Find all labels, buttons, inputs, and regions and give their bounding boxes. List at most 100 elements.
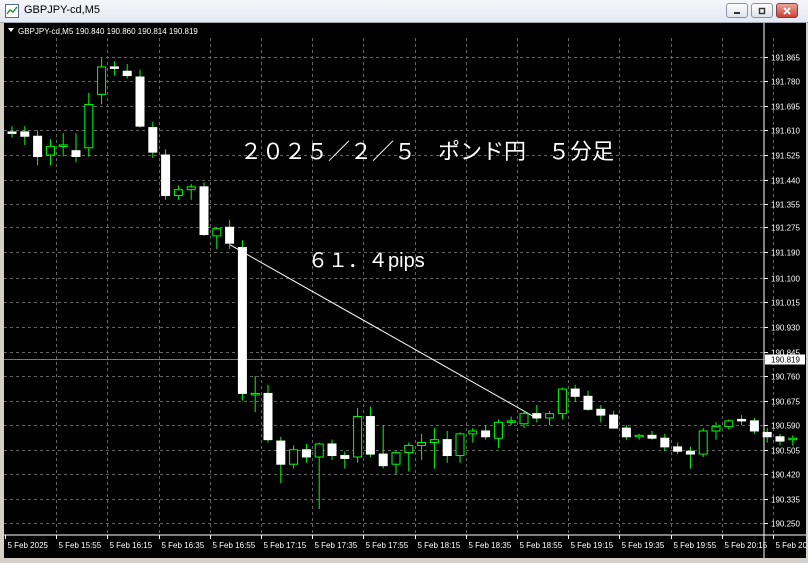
candle-body bbox=[340, 455, 350, 459]
candle[interactable] bbox=[186, 183, 196, 200]
candlestick-chart[interactable]: 191.865 191.780 191.695 191.610 191.525 191.4… bbox=[4, 23, 808, 558]
candle[interactable] bbox=[711, 422, 721, 440]
candle[interactable] bbox=[545, 410, 555, 426]
candle-body bbox=[391, 452, 401, 465]
candle[interactable] bbox=[506, 416, 516, 426]
candle[interactable] bbox=[7, 126, 17, 138]
candle[interactable] bbox=[353, 407, 363, 463]
candle[interactable] bbox=[173, 185, 183, 200]
candle[interactable] bbox=[442, 430, 452, 463]
candle-body bbox=[724, 420, 734, 428]
candle[interactable] bbox=[199, 182, 209, 236]
candle[interactable] bbox=[109, 61, 119, 76]
candle-body bbox=[660, 437, 670, 448]
candle[interactable] bbox=[583, 390, 593, 411]
candle[interactable] bbox=[45, 139, 55, 166]
candle[interactable] bbox=[481, 425, 491, 440]
price-label: 191.695 bbox=[771, 103, 800, 112]
candle[interactable] bbox=[391, 451, 401, 475]
candle[interactable] bbox=[493, 419, 503, 449]
candle[interactable] bbox=[33, 130, 43, 166]
candle-body bbox=[148, 127, 158, 153]
candle-body bbox=[250, 392, 260, 396]
candle-body bbox=[621, 427, 631, 438]
candle[interactable] bbox=[468, 428, 478, 443]
candle-body bbox=[596, 408, 606, 416]
close-button[interactable] bbox=[776, 3, 798, 18]
price-label: 190.250 bbox=[771, 520, 800, 529]
candle[interactable] bbox=[225, 220, 235, 249]
candle[interactable] bbox=[698, 428, 708, 457]
candle[interactable] bbox=[788, 435, 798, 446]
candle[interactable] bbox=[327, 439, 337, 460]
candle[interactable] bbox=[340, 451, 350, 469]
candle[interactable] bbox=[634, 433, 644, 440]
candle[interactable] bbox=[532, 404, 542, 423]
time-label: 5 Feb 19:35 bbox=[622, 541, 665, 550]
candle[interactable] bbox=[609, 410, 619, 429]
candle[interactable] bbox=[122, 64, 132, 79]
price-label: 190.760 bbox=[771, 373, 800, 382]
candle[interactable] bbox=[301, 443, 311, 463]
candle[interactable] bbox=[429, 428, 439, 469]
candle[interactable] bbox=[237, 240, 247, 401]
candle-body bbox=[122, 70, 132, 77]
candle[interactable] bbox=[596, 404, 606, 423]
title-bar[interactable]: GBPJPY-cd,M5 bbox=[0, 0, 808, 23]
candle-body bbox=[276, 440, 286, 465]
candle[interactable] bbox=[685, 446, 695, 469]
candle[interactable] bbox=[58, 133, 68, 157]
restore-icon bbox=[758, 7, 766, 14]
candle[interactable] bbox=[135, 69, 145, 128]
candle[interactable] bbox=[161, 149, 171, 200]
time-label: 5 Feb 15:55 bbox=[59, 541, 102, 550]
candle[interactable] bbox=[84, 92, 94, 157]
candle-body bbox=[506, 420, 516, 423]
candle[interactable] bbox=[417, 433, 427, 460]
candle-body bbox=[647, 434, 657, 439]
trend-line[interactable] bbox=[229, 244, 538, 419]
candle[interactable] bbox=[404, 442, 414, 472]
maximize-button[interactable] bbox=[751, 3, 773, 18]
candle[interactable] bbox=[20, 126, 30, 145]
candle[interactable] bbox=[775, 433, 785, 446]
candle[interactable] bbox=[97, 58, 107, 105]
candle-body bbox=[545, 413, 555, 419]
candle-body bbox=[493, 421, 503, 439]
candle[interactable] bbox=[570, 384, 580, 403]
candle[interactable] bbox=[557, 387, 567, 420]
candle[interactable] bbox=[647, 430, 657, 440]
chart-area[interactable]: 191.865 191.780 191.695 191.610 191.525 191.4… bbox=[4, 23, 808, 558]
candle[interactable] bbox=[276, 436, 286, 483]
candle-body bbox=[327, 443, 337, 457]
candle[interactable] bbox=[762, 428, 772, 443]
minimize-button[interactable] bbox=[726, 3, 748, 18]
candle[interactable] bbox=[749, 417, 759, 434]
candle[interactable] bbox=[250, 376, 260, 413]
candle[interactable] bbox=[378, 425, 388, 469]
candle[interactable] bbox=[621, 425, 631, 440]
price-time-axes: 191.865 191.780 191.695 191.610 191.525 191.4… bbox=[4, 23, 808, 558]
price-label: 190.930 bbox=[771, 324, 800, 333]
candle-body bbox=[97, 66, 107, 95]
candle-body bbox=[161, 154, 171, 196]
candle[interactable] bbox=[314, 442, 324, 509]
candle[interactable] bbox=[212, 227, 222, 249]
candle[interactable] bbox=[519, 410, 529, 429]
candle[interactable] bbox=[365, 406, 375, 457]
candle[interactable] bbox=[673, 442, 683, 455]
candle[interactable] bbox=[71, 133, 81, 163]
candle-body bbox=[186, 186, 196, 191]
candle[interactable] bbox=[455, 432, 465, 463]
candle-body bbox=[583, 395, 593, 410]
candle[interactable] bbox=[737, 415, 747, 426]
candle-body bbox=[749, 420, 759, 432]
candle[interactable] bbox=[724, 419, 734, 430]
time-label: 5 Feb 20:35 bbox=[776, 541, 807, 550]
candle[interactable] bbox=[263, 384, 273, 443]
candle[interactable] bbox=[660, 433, 670, 452]
candle[interactable] bbox=[289, 445, 299, 469]
candle-body bbox=[481, 430, 491, 438]
candle-body bbox=[289, 449, 299, 465]
candle[interactable] bbox=[148, 121, 158, 158]
